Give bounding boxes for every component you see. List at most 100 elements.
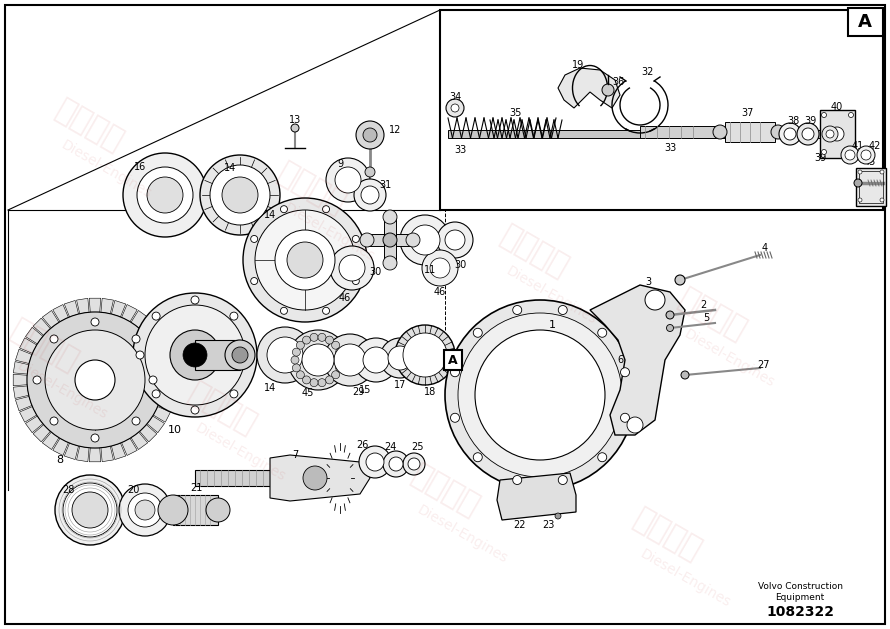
Polygon shape (153, 406, 171, 422)
Text: 44: 44 (872, 168, 884, 178)
Circle shape (848, 150, 854, 155)
Polygon shape (384, 215, 396, 265)
Circle shape (318, 333, 326, 342)
Circle shape (326, 376, 334, 384)
Polygon shape (53, 304, 69, 321)
Text: 23: 23 (542, 520, 554, 530)
Text: Volvo Construction
Equipment: Volvo Construction Equipment (757, 582, 843, 602)
Bar (725, 122, 775, 142)
Circle shape (861, 150, 871, 160)
Circle shape (858, 170, 862, 174)
Circle shape (293, 364, 301, 372)
Circle shape (243, 198, 367, 322)
Circle shape (445, 230, 465, 250)
Polygon shape (140, 318, 157, 335)
Circle shape (322, 308, 329, 314)
Circle shape (797, 123, 819, 145)
Bar (173, 495, 218, 525)
Circle shape (598, 328, 607, 337)
Circle shape (257, 327, 313, 383)
Text: 43: 43 (864, 157, 876, 167)
Circle shape (598, 453, 607, 462)
Circle shape (324, 334, 376, 386)
Circle shape (291, 124, 299, 132)
Circle shape (136, 351, 144, 359)
Polygon shape (64, 301, 78, 317)
Text: 紫发动力: 紫发动力 (5, 315, 84, 377)
Text: 紫发动力: 紫发动力 (673, 284, 751, 345)
Circle shape (170, 330, 220, 380)
Circle shape (383, 233, 397, 247)
Text: Diesel-Engines: Diesel-Engines (192, 421, 288, 484)
Text: 紫发动力: 紫发动力 (50, 95, 128, 157)
Circle shape (446, 99, 464, 117)
Circle shape (291, 356, 299, 364)
Circle shape (334, 344, 366, 376)
Circle shape (128, 493, 162, 527)
Circle shape (91, 434, 99, 442)
Circle shape (50, 335, 58, 343)
Polygon shape (161, 386, 177, 398)
Circle shape (149, 376, 157, 384)
Text: 21: 21 (190, 483, 202, 493)
Circle shape (206, 498, 230, 522)
Circle shape (135, 500, 155, 520)
Circle shape (667, 325, 674, 331)
Polygon shape (140, 425, 157, 442)
Text: 27: 27 (756, 360, 769, 370)
Circle shape (303, 466, 327, 490)
Text: 33: 33 (664, 143, 676, 153)
Circle shape (400, 215, 450, 265)
Text: 25: 25 (412, 442, 425, 452)
Circle shape (620, 368, 629, 377)
Circle shape (119, 484, 171, 536)
Circle shape (475, 330, 605, 460)
Circle shape (645, 290, 665, 310)
Bar (848, 8, 883, 36)
Circle shape (330, 246, 374, 290)
Circle shape (451, 104, 459, 112)
Circle shape (200, 155, 280, 235)
Polygon shape (33, 425, 51, 442)
Text: 紫发动力: 紫发动力 (495, 221, 573, 282)
Text: 8: 8 (56, 455, 63, 465)
Text: 30: 30 (368, 267, 381, 277)
Text: 紫发动力: 紫发动力 (272, 158, 351, 220)
Circle shape (326, 158, 370, 202)
Circle shape (403, 333, 447, 377)
Circle shape (445, 300, 635, 490)
Bar (195, 470, 275, 486)
Circle shape (356, 121, 384, 149)
Circle shape (55, 475, 125, 545)
Circle shape (880, 170, 884, 174)
Circle shape (158, 495, 188, 525)
Circle shape (473, 328, 482, 337)
Circle shape (363, 347, 389, 373)
Polygon shape (131, 311, 148, 328)
Circle shape (132, 417, 140, 425)
Text: 36: 36 (612, 77, 624, 87)
Text: 1: 1 (548, 320, 555, 330)
Text: 46: 46 (339, 293, 352, 303)
Circle shape (363, 128, 377, 142)
Polygon shape (89, 448, 101, 462)
Bar (820, 110, 855, 158)
Text: 20: 20 (126, 485, 139, 495)
Circle shape (450, 368, 459, 377)
Text: 37: 37 (741, 108, 754, 118)
Circle shape (251, 277, 258, 284)
Polygon shape (89, 298, 101, 312)
Circle shape (437, 222, 473, 258)
Circle shape (318, 379, 326, 387)
Bar (856, 168, 886, 206)
Circle shape (222, 177, 258, 213)
Circle shape (303, 376, 311, 384)
Circle shape (255, 210, 355, 310)
Text: Diesel-Engines: Diesel-Engines (682, 327, 778, 390)
Text: 12: 12 (389, 125, 401, 135)
Polygon shape (15, 396, 32, 411)
Text: 39: 39 (813, 153, 826, 163)
Bar (448, 130, 838, 138)
Circle shape (389, 457, 403, 471)
Circle shape (132, 335, 140, 343)
